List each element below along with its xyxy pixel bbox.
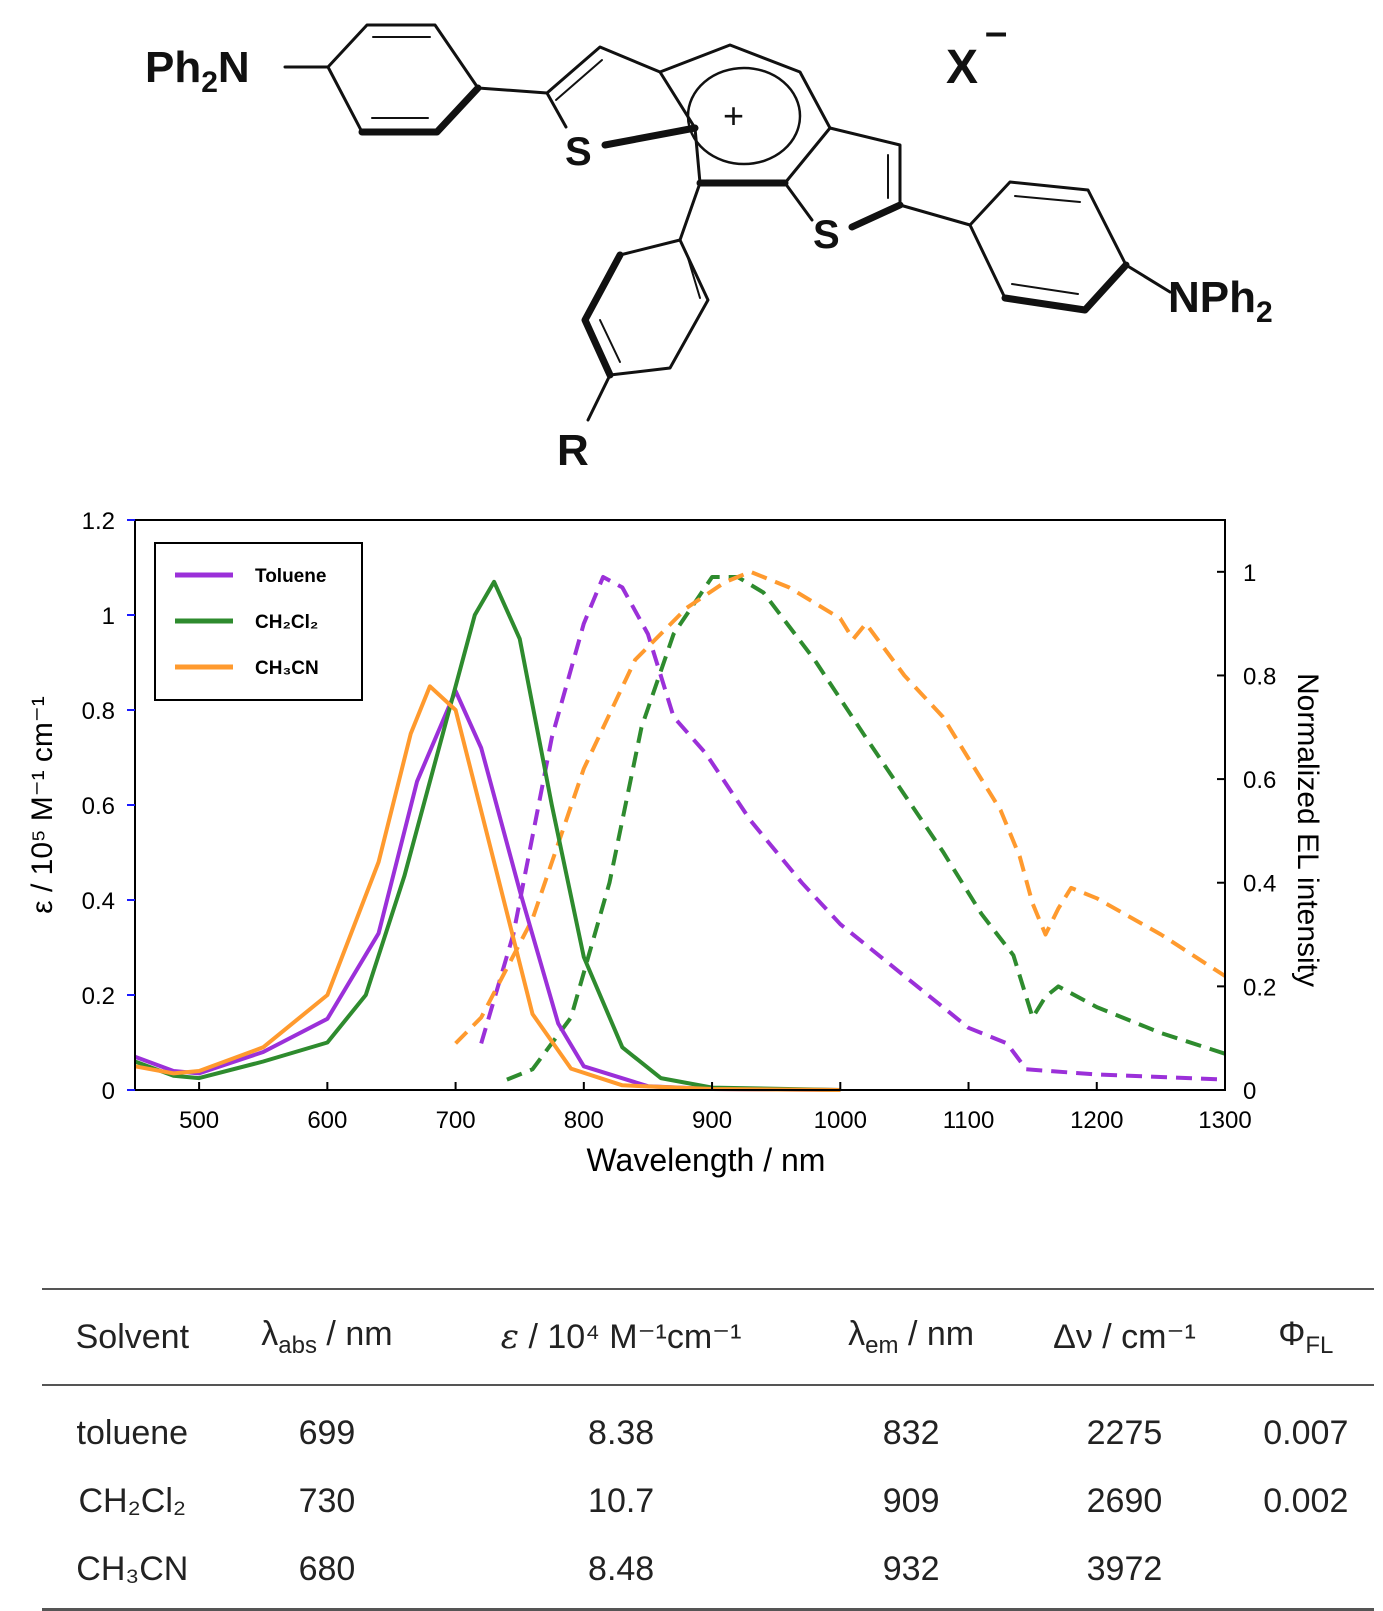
header-lambda-em: λem / nm [811,1288,1012,1386]
header-epsilon: ε / 10⁴ M⁻¹cm⁻¹ [431,1288,812,1386]
left-thiophene-ring [545,45,699,149]
cell-stokes-shift: 3972 [1011,1535,1238,1611]
chemical-structure: Ph2N NPh2 S S R X – + [145,10,1273,475]
x-axis-label: Wavelength / nm [587,1142,826,1178]
emission-line-toluene [479,575,1226,1082]
right-phenyl-ring [968,180,1172,314]
legend-label-toluene: Toluene [255,566,326,587]
y-left-tick-label: 0.8 [82,698,115,725]
cell-epsilon: 8.48 [431,1535,812,1611]
bottom-aryl-ring [581,181,710,422]
cell-lambda-em: 832 [882,1413,940,1452]
cell-lambda-abs: 680 [222,1535,432,1611]
cell-epsilon: 10.7 [588,1481,655,1520]
table-row: CH₂Cl₂ 730 10.7 909 2690 0.002 [42,1467,1374,1535]
legend: Toluene CH₂Cl₂ CH₃CN [154,542,363,701]
y-left-tick-label: 1.2 [82,508,115,535]
y-right-tick-label: 0.8 [1243,663,1276,690]
counterion-charge: – [985,10,1007,54]
y-right-axis-label: Normalized EL intensity [1291,673,1324,987]
x-tick-label: 1000 [814,1107,867,1134]
y-left-tick-label: 0.2 [82,983,115,1010]
y-right-tick-label: 0 [1243,1078,1256,1105]
table-row: toluene 699 8.38 832 2275 0.007 [42,1385,1374,1467]
ph2n-left-label: Ph2N [145,43,250,99]
cell-stokes-shift: 2275 [1086,1413,1163,1452]
x-tick-label: 800 [564,1107,604,1134]
y-right-tick-label: 1 [1243,560,1256,587]
y-left-tick-label: 0.4 [82,888,115,915]
spectra-chart: 500 600 700 800 900 1000 1100 1200 1300 0 0.2 0.4 0… [26,508,1324,1178]
y-right-tick-label: 0.2 [1243,974,1276,1001]
nph2-right-label: NPh2 [1168,273,1273,329]
header-solvent: Solvent [42,1288,223,1386]
cation-plus-sign: + [723,95,744,136]
cell-solvent: CH₂Cl₂ [78,1481,187,1520]
x-tick-label: 700 [436,1107,476,1134]
x-tick-label: 600 [307,1107,347,1134]
absorption-line-ch2cl2 [134,579,841,1092]
cell-lambda-em: 932 [811,1535,1012,1611]
x-tick-label: 1300 [1198,1107,1251,1134]
y-left-tick-label: 0.6 [82,793,115,820]
emission-line-ch3cn [454,569,1227,1045]
r-group-label: R [557,426,589,475]
cell-lambda-abs: 730 [298,1481,356,1520]
x-tick-label: 500 [179,1107,219,1134]
x-tick-label: 1200 [1070,1107,1123,1134]
cell-lambda-abs: 699 [298,1413,356,1452]
header-quantum-yield: ΦFL [1237,1288,1374,1386]
absorption-line-toluene [134,689,841,1092]
absorption-line-ch3cn [134,684,841,1092]
cell-solvent: toluene [76,1413,189,1452]
y-right-tick-label: 0.6 [1243,767,1276,794]
cell-quantum-yield: 0.007 [1263,1413,1349,1452]
legend-label-ch2cl2: CH₂Cl₂ [255,612,318,633]
emission-line-ch2cl2 [506,575,1226,1082]
photophysical-data-table: Solvent λabs / nm ε / 10⁴ M⁻¹cm⁻¹ λem / … [42,1288,1374,1611]
table-row: CH₃CN 680 8.48 932 3972 [42,1535,1374,1611]
x-tick-label: 900 [692,1107,732,1134]
legend-label-ch3cn: CH₃CN [255,658,319,679]
header-lambda-abs: λabs / nm [222,1288,432,1386]
header-stokes-shift: Δν / cm⁻¹ [1011,1288,1238,1386]
y-left-tick-label: 0 [102,1078,115,1105]
table-header-row: Solvent λabs / nm ε / 10⁴ M⁻¹cm⁻¹ λem / … [42,1288,1374,1386]
y-right-tick-label: 0.4 [1243,871,1276,898]
cell-stokes-shift: 2690 [1086,1481,1163,1520]
y-left-tick-label: 1 [102,603,115,630]
y-left-axis-label: ε / 10⁵ M⁻¹ cm⁻¹ [26,696,59,914]
counterion-label: X [946,41,978,94]
sulfur-right-label: S [813,213,840,257]
cell-quantum-yield [1237,1535,1374,1611]
cell-quantum-yield: 0.002 [1263,1481,1349,1520]
cell-epsilon: 8.38 [588,1413,655,1452]
sulfur-left-label: S [565,130,592,174]
right-thiophene-ring [783,126,904,231]
cell-lambda-em: 909 [882,1481,940,1520]
cell-solvent: CH₃CN [42,1535,223,1611]
x-tick-label: 1100 [943,1107,995,1134]
